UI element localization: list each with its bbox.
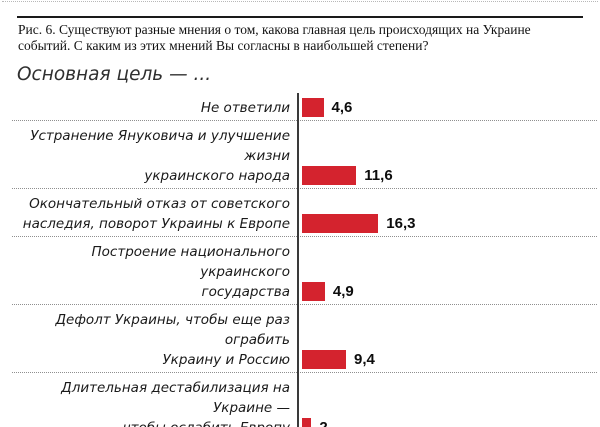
bar-row: Не ответили 4,6	[12, 93, 597, 121]
value-label: 11,6	[364, 167, 393, 184]
bar-row: Окончательный отказ от советского наслед…	[12, 189, 597, 237]
category-label: Дефолт Украины, чтобы еще раз ограбить У…	[55, 312, 290, 368]
value-label: 9,4	[354, 351, 375, 368]
bar-cell: 16,3	[298, 189, 597, 236]
bar-cell: 2	[298, 373, 597, 427]
bar-group: 2	[302, 418, 328, 427]
bar-cell: 4,6	[298, 93, 597, 120]
bar	[302, 282, 325, 301]
figure-caption: Рис. 6. Существуют разные мнения о том, …	[18, 22, 531, 53]
page-top-dotted-line	[2, 1, 598, 2]
bar-cell: 9,4	[298, 305, 597, 372]
bar-chart: Не ответили 4,6 Устранение Януковича и у…	[0, 93, 600, 427]
value-label: 4,6	[331, 99, 353, 116]
bar	[302, 350, 346, 369]
value-label: 16,3	[386, 215, 416, 232]
bar	[302, 214, 379, 233]
bar-row: Длительная дестабилизация на Украине — ч…	[12, 373, 597, 427]
chart-title: Основная цель — ...	[17, 64, 212, 85]
category-label: Построение национального украинского гос…	[91, 244, 290, 300]
bar-group: 11,6	[302, 166, 393, 185]
bar-cell: 4,9	[298, 237, 597, 304]
category-label: Длительная дестабилизация на Украине — ч…	[61, 380, 290, 427]
bar-group: 4,9	[302, 282, 354, 301]
category-label: Окончательный отказ от советского наслед…	[22, 196, 290, 232]
bar-group: 16,3	[302, 214, 416, 233]
category-label: Устранение Януковича и улучшение жизни у…	[30, 128, 290, 184]
bar-rows: Не ответили 4,6 Устранение Януковича и у…	[0, 93, 600, 427]
bar-row: Устранение Януковича и улучшение жизни у…	[12, 121, 597, 189]
value-label: 4,9	[332, 283, 354, 300]
bar	[302, 98, 324, 117]
bar-group: 4,6	[302, 98, 352, 117]
bar-row: Построение национального украинского гос…	[12, 237, 597, 305]
axis-line	[297, 93, 299, 427]
bar-cell: 11,6	[298, 121, 597, 188]
category-label: Не ответили	[200, 100, 290, 116]
bar-row: Дефолт Украины, чтобы еще раз ограбить У…	[12, 305, 597, 373]
value-label: 2	[319, 418, 327, 427]
bar	[302, 418, 312, 427]
bar-group: 9,4	[302, 350, 375, 369]
bar	[302, 166, 357, 185]
caption-top-rule	[17, 16, 583, 18]
